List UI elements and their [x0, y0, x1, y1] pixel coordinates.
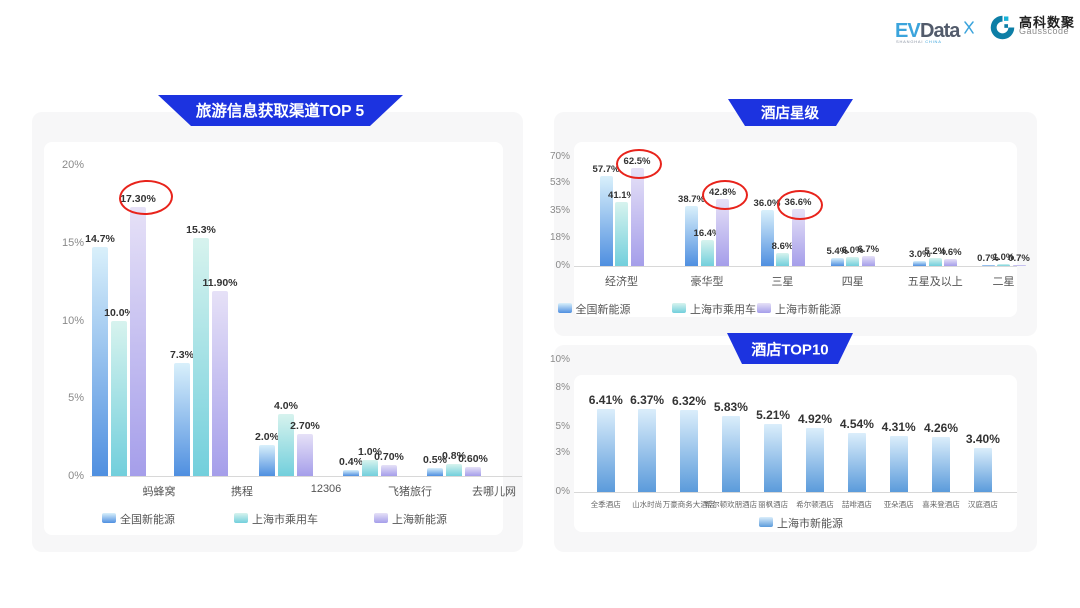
- svg-text:酒店TOP10: 酒店TOP10: [751, 341, 828, 359]
- svg-text:旅游信息获取渠道TOP 5: 旅游信息获取渠道TOP 5: [196, 101, 365, 120]
- svg-text:酒店星级: 酒店星级: [761, 104, 819, 122]
- svg-text:SHANGHAI CHINA: SHANGHAI CHINA: [896, 39, 942, 44]
